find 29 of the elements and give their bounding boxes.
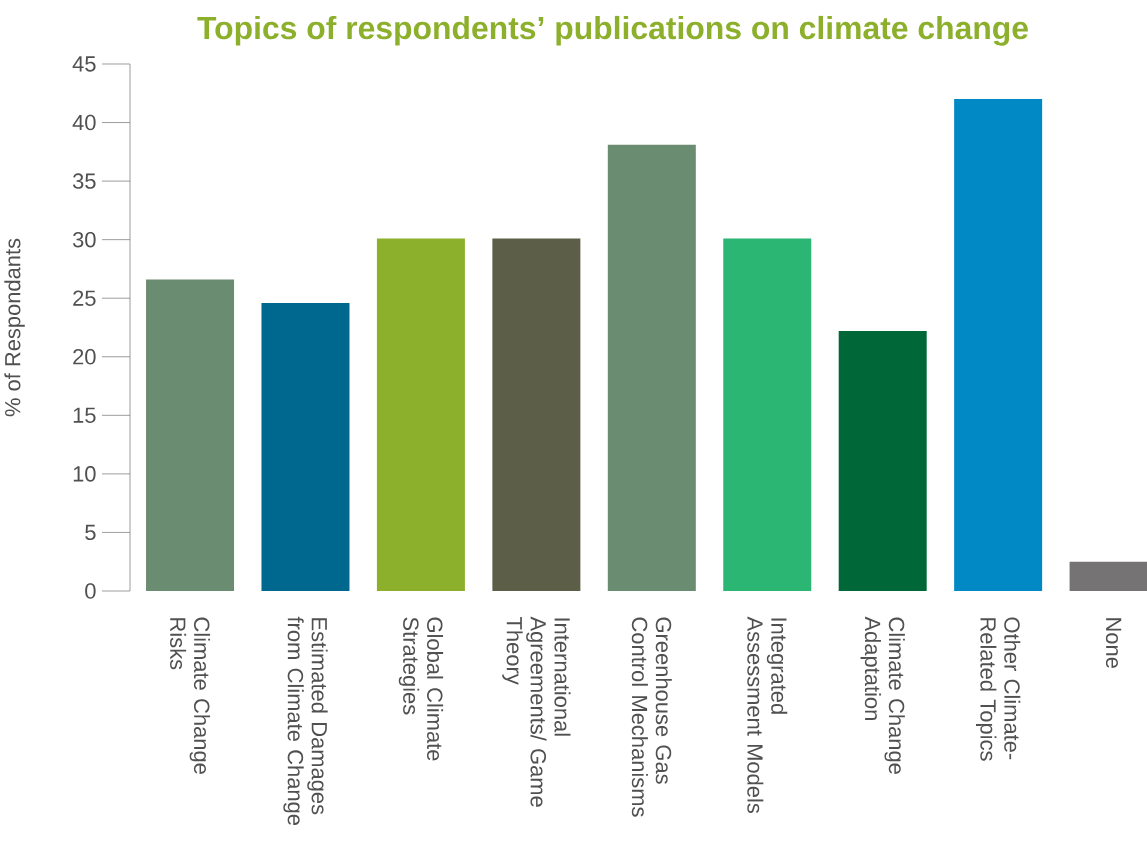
bar — [261, 302, 350, 591]
y-tick-label: 25 — [73, 290, 96, 306]
bar — [376, 238, 465, 591]
x-tick-label: Greenhouse Gas Control Mechanisms — [631, 617, 672, 817]
chart-title: Topics of respondents’ publications on climate change — [197, 15, 1028, 46]
bar — [492, 238, 581, 591]
x-tick-label: Climate Change Risks — [170, 617, 211, 774]
x-tick-label: Estimated Damages from Climate Change — [283, 616, 328, 826]
bar — [838, 331, 927, 591]
y-tick-label: 10 — [73, 466, 96, 482]
y-tick-label: 40 — [72, 114, 96, 131]
x-tick-label: Integrated Assessment Models — [747, 616, 788, 814]
y-tick-label: 0 — [85, 583, 96, 599]
x-tick-label: Global Climate Strategies — [398, 617, 444, 761]
y-tick-label: 35 — [72, 173, 96, 189]
bar — [954, 99, 1043, 591]
x-tick-label: International Agreements/ Game Theory — [502, 616, 571, 807]
bar — [146, 279, 235, 591]
y-tick-label: 5 — [85, 524, 96, 541]
y-axis-title: % of Respondants — [4, 238, 25, 417]
y-tick-label: 20 — [73, 349, 96, 365]
y-tick-label: 45 — [72, 56, 96, 72]
bar — [607, 144, 696, 591]
x-tick-label: Climate Change Adaptation — [860, 616, 905, 774]
bar — [723, 238, 812, 591]
y-tick-label: 30 — [72, 231, 96, 248]
y-tick-label: 15 — [73, 407, 96, 423]
x-tick-label: Other Climate-Related Topics — [975, 617, 1021, 761]
x-tick-label: None — [1105, 618, 1122, 668]
